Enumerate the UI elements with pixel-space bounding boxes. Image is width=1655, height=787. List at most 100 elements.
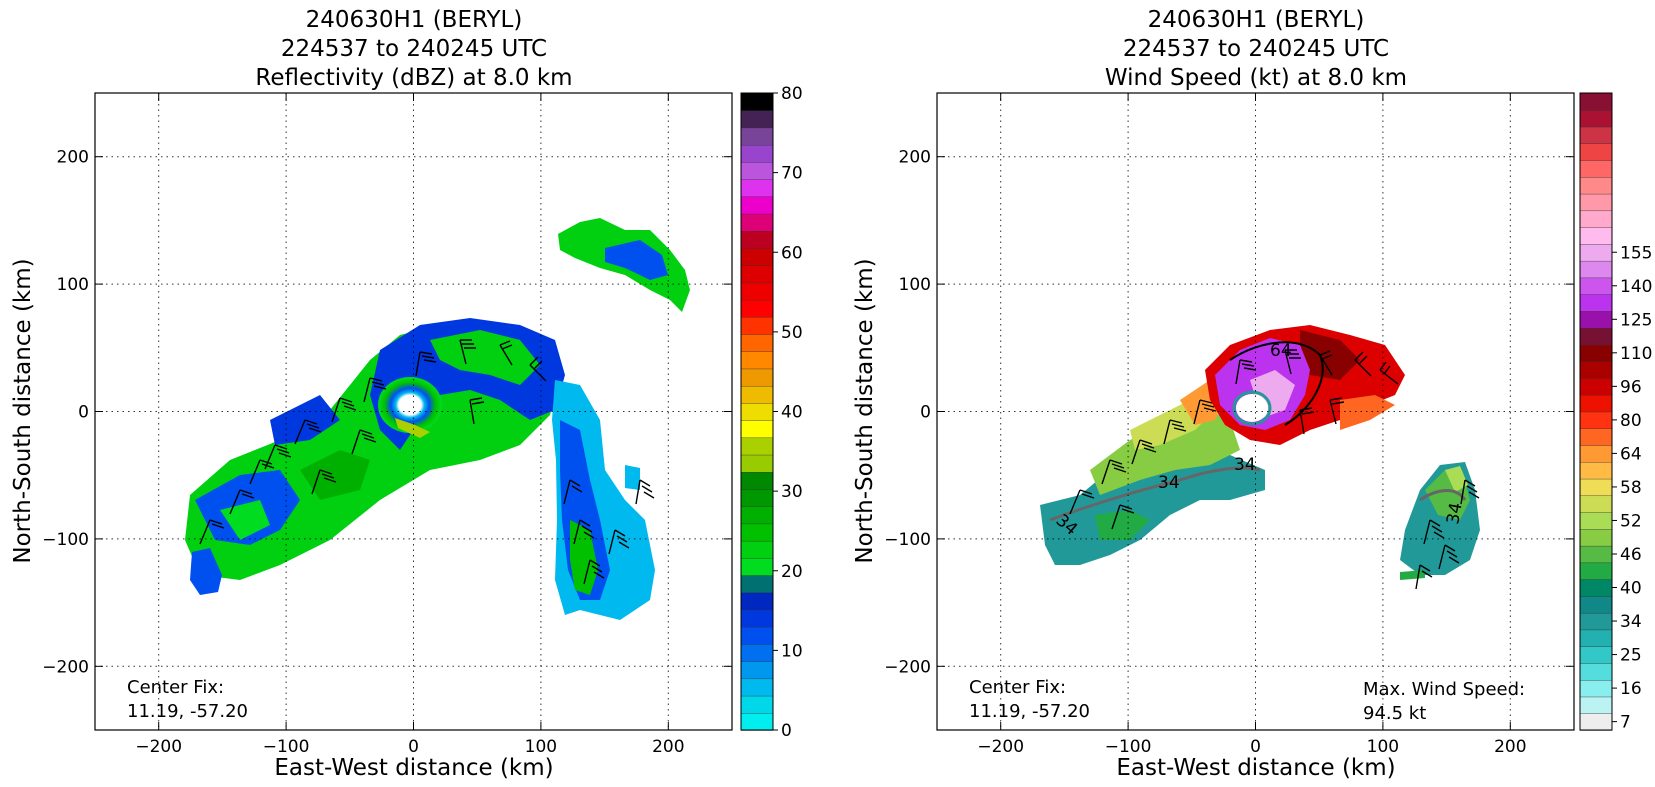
reflectivity-tick-labels: −200 −100 0 100 200 −200 −100 0 100 200: [42, 148, 684, 757]
reflectivity-colorbar-swatch: [740, 540, 774, 559]
wind-colorbar-swatch: [1579, 193, 1613, 212]
reflectivity-colorbar-swatch: [740, 92, 774, 111]
wind-speed-field: [1040, 325, 1480, 580]
wind-colorbar-frame: [1579, 92, 1613, 731]
wind-colorbar-swatch: [1579, 109, 1613, 128]
reflectivity-colorbar-swatch: [740, 592, 774, 611]
wind-colorbar-tick-label: 52: [1620, 511, 1642, 531]
reflectivity-colorbar-swatch: [740, 230, 774, 249]
wind-barb: [563, 479, 583, 505]
reflectivity-colorbar-swatch: [740, 127, 774, 146]
wind-colorbar-swatch: [1579, 428, 1613, 446]
wind-barb: [499, 340, 513, 366]
reflectivity-colorbar-swatch: [740, 196, 774, 215]
wind-colorbar-swatch: [1579, 528, 1613, 547]
wind-colorbar-tick-label: 64: [1620, 444, 1642, 464]
reflectivity-panel: 240630H1 (BERYL) 224537 to 240245 UTC Re…: [10, 7, 803, 781]
wind-colorbar-swatch: [1579, 293, 1613, 312]
reflectivity-wind-barbs: [199, 339, 655, 585]
wind-region-se-lightgreen: [1445, 466, 1468, 492]
wind-colorbar-tick-label: 80: [1620, 411, 1642, 431]
wind-colorbar-tick-label: 40: [1620, 579, 1642, 599]
wind-colorbar-swatch: [1579, 562, 1613, 580]
reflectivity-colorbar: 0 10 20 30 40 50 60 70 80: [740, 84, 803, 741]
wind-xtick-label: −100: [1105, 737, 1152, 757]
reflectivity-colorbar-swatch: [740, 161, 774, 180]
wind-colorbar-swatch: [1579, 713, 1613, 731]
wind-center-fix-label: Center Fix:: [969, 677, 1066, 698]
wind-eye: [1236, 394, 1268, 422]
reflectivity-colorbar-tick-label: 80: [781, 84, 803, 104]
reflectivity-region-ne-band-blue: [605, 240, 668, 280]
reflectivity-region-east-small: [625, 465, 640, 490]
reflectivity-colorbar-swatch: [740, 299, 774, 318]
reflectivity-eye: [378, 377, 442, 433]
wind-speed-panel: 240630H1 (BERYL) 224537 to 240245 UTC Wi…: [852, 7, 1652, 781]
wind-colorbar-swatch: [1579, 310, 1613, 329]
wind-colorbar-tick-label: 110: [1620, 344, 1652, 364]
reflectivity-colorbar-swatch: [740, 213, 774, 232]
wind-barb: [199, 519, 225, 545]
reflectivity-colorbar-swatch: [740, 178, 774, 197]
reflectivity-colorbar-tick-label: 60: [781, 243, 803, 263]
wind-colorbar-swatch: [1579, 277, 1613, 295]
reflectivity-colorbar-tick-label: 40: [781, 403, 803, 423]
reflectivity-colorbar-swatch: [740, 333, 774, 352]
reflectivity-colorbar-tick-label: 10: [781, 641, 803, 661]
wind-title-line-3: Wind Speed (kt) at 8.0 km: [1105, 65, 1407, 91]
reflectivity-colorbar-swatch: [740, 471, 774, 490]
wind-xtick-label: 200: [1494, 737, 1526, 757]
reflectivity-xtick-label: −100: [263, 737, 310, 757]
wind-colorbar-swatch: [1579, 545, 1613, 564]
wind-colorbar-swatch: [1579, 662, 1613, 681]
wind-barb: [1235, 359, 1257, 385]
wind-colorbar-swatch: [1579, 495, 1613, 513]
wind-barb: [529, 356, 547, 382]
wind-title-line-1: 240630H1 (BERYL): [1148, 7, 1365, 33]
wind-tick-labels: −200 −100 0 100 200 −200 −100 0 100 200: [884, 148, 1526, 757]
wind-barb: [608, 529, 630, 555]
wind-barb: [1460, 479, 1480, 505]
wind-colorbar-swatch: [1579, 578, 1613, 597]
wind-colorbar-tick-label: 96: [1620, 377, 1642, 397]
reflectivity-colorbar-swatch: [740, 144, 774, 163]
wind-xtick-label: 100: [1367, 737, 1399, 757]
wind-barb: [331, 397, 357, 423]
wind-colorbar-swatch: [1579, 696, 1613, 714]
wind-barb: [1101, 459, 1127, 485]
wind-colorbar-swatch: [1579, 411, 1613, 429]
wind-contour-label: 34: [1158, 473, 1180, 493]
reflectivity-xtick-label: 100: [525, 737, 557, 757]
wind-colorbar-swatch: [1579, 143, 1613, 161]
reflectivity-plot-frame: [94, 92, 733, 731]
reflectivity-colorbar-swatch: [740, 437, 774, 456]
reflectivity-colorbar-swatch: [740, 660, 774, 680]
reflectivity-region-sw-blob: [190, 548, 222, 595]
wind-barb: [264, 444, 292, 470]
wind-barb: [1415, 564, 1433, 590]
wind-barb: [311, 469, 337, 495]
wind-colorbar-swatch: [1579, 226, 1613, 245]
wind-barb: [229, 489, 255, 515]
wind-colorbar-swatch: [1579, 361, 1613, 379]
wind-colorbar: 7 16 25 34 40 46 52 58 64 80 96 110 125 140 155: [1579, 92, 1652, 733]
wind-barb: [469, 397, 485, 425]
wind-barb: [415, 351, 437, 377]
wind-contour-label: 64: [1270, 341, 1292, 361]
reflectivity-ytick-label: −200: [42, 657, 89, 677]
wind-barb: [635, 479, 655, 505]
max-wind-speed-value: 94.5 kt: [1363, 703, 1426, 724]
reflectivity-colorbar-swatch: [740, 488, 774, 507]
wind-colorbar-tick-label: 25: [1620, 646, 1642, 666]
wind-colorbar-tick-label: 58: [1620, 478, 1642, 498]
reflectivity-center-fix-value: 11.19, -57.20: [127, 701, 248, 722]
wind-colorbar-swatch: [1579, 260, 1613, 279]
wind-xlabel: East-West distance (km): [1116, 755, 1395, 781]
reflectivity-center-fix-label: Center Fix:: [127, 677, 224, 698]
wind-colorbar-tick-label: 16: [1620, 679, 1642, 699]
wind-region-sw-teal: [1040, 450, 1265, 565]
reflectivity-colorbar-swatch: [740, 626, 774, 645]
wind-ytick-label: 0: [920, 403, 931, 423]
wind-ytick-label: −200: [884, 657, 931, 677]
wind-colorbar-swatch: [1579, 394, 1613, 413]
